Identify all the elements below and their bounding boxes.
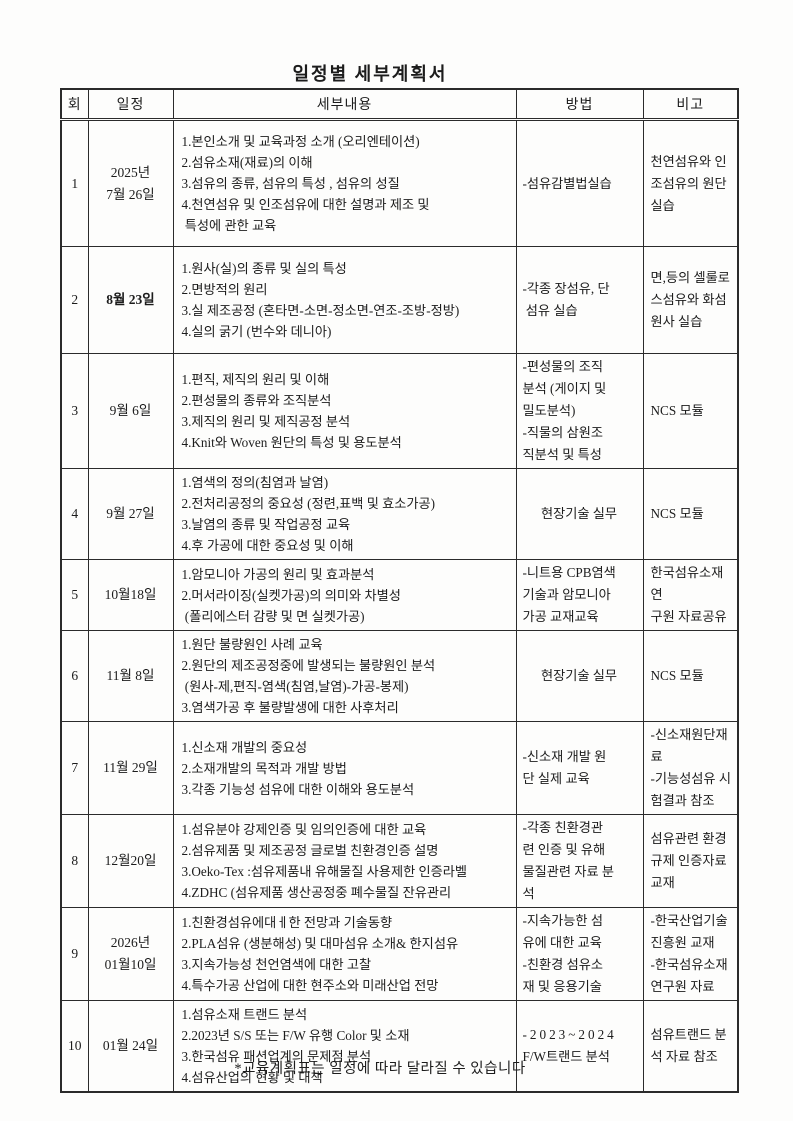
cell-content: 1.섬유분야 강제인증 및 임의인증에 대한 교육 2.섬유제품 및 제조공정 …: [172, 814, 517, 908]
cell-note: NCS 모듈: [642, 353, 739, 469]
cell-content: 1.암모니아 가공의 원리 및 효과분석 2.머서라이징(실켓가공)의 의미와 …: [172, 559, 517, 631]
cell-content: 1.신소재 개발의 중요성 2.소재개발의 목적과 개발 방법 3.각종 기능성…: [172, 721, 517, 815]
cell-date: 9월 6일: [87, 353, 174, 469]
cell-content: 1.원사(실)의 종류 및 실의 특성 2.면방적의 원리 3.실 제조공정 (…: [172, 246, 517, 354]
cell-no: 6: [60, 630, 89, 722]
table-row: 9 2026년 01월10일 1.친환경섬유에대ㅔ한 전망과 기술동향 2.PL…: [60, 907, 739, 1001]
table-row: 2 8월 23일 1.원사(실)의 종류 및 실의 특성 2.면방적의 원리 3…: [60, 246, 739, 354]
table-row: 5 10월18일 1.암모니아 가공의 원리 및 효과분석 2.머서라이징(실켓…: [60, 559, 739, 631]
cell-no: 2: [60, 246, 89, 354]
table-row: 3 9월 6일 1.편직, 제직의 원리 및 이해 2.편성물의 종류와 조직분…: [60, 353, 739, 469]
header-method: 방법: [515, 88, 644, 121]
cell-note: 한국섬유소재연 구원 자료공유: [642, 559, 739, 631]
header-content: 세부내용: [172, 88, 517, 121]
cell-no: 10: [60, 1000, 89, 1093]
cell-method: -각종 장섬유, 단 섬유 실습: [515, 246, 644, 354]
cell-note: -신소재원단재 료 -기능성섬유 시 험결과 참조: [642, 721, 739, 815]
cell-content: 1.염색의 정의(침염과 날염) 2.전처리공정의 중요성 (정련,표백 및 효…: [172, 468, 517, 560]
cell-note: 면,등의 셀룰로 스섬유와 화섬 원사 실습: [642, 246, 739, 354]
cell-no: 3: [60, 353, 89, 469]
cell-method: 현장기술 실무: [515, 468, 644, 560]
cell-no: 7: [60, 721, 89, 815]
header-note: 비고: [642, 88, 739, 121]
cell-content: 1.편직, 제직의 원리 및 이해 2.편성물의 종류와 조직분석 3.제직의 …: [172, 353, 517, 469]
cell-content: 1.섬유소재 트랜드 분석 2.2023년 S/S 또는 F/W 유행 Colo…: [172, 1000, 517, 1093]
cell-date: 8월 23일: [87, 246, 174, 354]
table-row: 7 11월 29일 1.신소재 개발의 중요성 2.소재개발의 목적과 개발 방…: [60, 721, 739, 815]
cell-method: -섬유감별법실습: [515, 119, 644, 247]
table-row: 4 9월 27일 1.염색의 정의(침염과 날염) 2.전처리공정의 중요성 (…: [60, 468, 739, 560]
cell-content: 1.본인소개 및 교육과정 소개 (오리엔테이션) 2.섬유소재(재료)의 이해…: [172, 119, 517, 247]
cell-date: 10월18일: [87, 559, 174, 631]
cell-method: -신소재 개발 원 단 실제 교육: [515, 721, 644, 815]
header-date: 일정: [87, 88, 174, 121]
table-row: 8 12월20일 1.섬유분야 강제인증 및 임의인증에 대한 교육 2.섬유제…: [60, 814, 739, 908]
cell-date: 11월 29일: [87, 721, 174, 815]
cell-date: 2025년 7월 26일: [87, 119, 174, 247]
cell-date: 2026년 01월10일: [87, 907, 174, 1001]
page-title: 일정별 세부계획서: [292, 64, 448, 84]
schedule-footnote: *교육계획표는 일정에 따라 달라질 수 있습니다: [234, 1061, 526, 1077]
cell-note: 천연섬유와 인 조섬유의 원단 실습: [642, 119, 739, 247]
cell-content: 1.친환경섬유에대ㅔ한 전망과 기술동향 2.PLA섬유 (생분해성) 및 대마…: [172, 907, 517, 1001]
cell-no: 1: [60, 119, 89, 247]
cell-method: 현장기술 실무: [515, 630, 644, 722]
header-no: 회: [60, 88, 89, 121]
cell-date: 01월 24일: [87, 1000, 174, 1093]
cell-date: 12월20일: [87, 814, 174, 908]
cell-method: -2023~2024 F/W트랜드 분석: [515, 1000, 644, 1093]
cell-no: 8: [60, 814, 89, 908]
cell-note: 섬유관련 환경 규제 인증자료 교재: [642, 814, 739, 908]
cell-method: -각종 친환경관 련 인증 및 유해 물질관련 자료 분 석: [515, 814, 644, 908]
table-row: 10 01월 24일 1.섬유소재 트랜드 분석 2.2023년 S/S 또는 …: [60, 1000, 739, 1093]
cell-method: -편성물의 조직 분석 (게이지 및 밀도분석) -직물의 삼원조 직분석 및 …: [515, 353, 644, 469]
cell-no: 9: [60, 907, 89, 1001]
table-header-row: 회 일정 세부내용 방법 비고: [60, 88, 739, 121]
cell-no: 4: [60, 468, 89, 560]
cell-method: -니트용 CPB염색 기술과 암모니아 가공 교재교육: [515, 559, 644, 631]
cell-date: 11월 8일: [87, 630, 174, 722]
cell-method: -지속가능한 섬 유에 대한 교육 -친환경 섬유소 재 및 응용기술: [515, 907, 644, 1001]
table-row: 6 11월 8일 1.원단 불량원인 사례 교육 2.원단의 제조공정중에 발생…: [60, 630, 739, 722]
cell-date: 9월 27일: [87, 468, 174, 560]
cell-content: 1.원단 불량원인 사례 교육 2.원단의 제조공정중에 발생되는 불량원인 분…: [172, 630, 517, 722]
cell-note: 섬유트랜드 분 석 자료 참조: [642, 1000, 739, 1093]
cell-note: NCS 모듈: [642, 630, 739, 722]
cell-no: 5: [60, 559, 89, 631]
schedule-table: 회 일정 세부내용 방법 비고 1 2025년 7월 26일 1.본인소개 및 …: [60, 88, 739, 1093]
table-row: 1 2025년 7월 26일 1.본인소개 및 교육과정 소개 (오리엔테이션)…: [60, 119, 739, 247]
cell-note: -한국산업기술 진흥원 교재 -한국섬유소재 연구원 자료: [642, 907, 739, 1001]
cell-note: NCS 모듈: [642, 468, 739, 560]
